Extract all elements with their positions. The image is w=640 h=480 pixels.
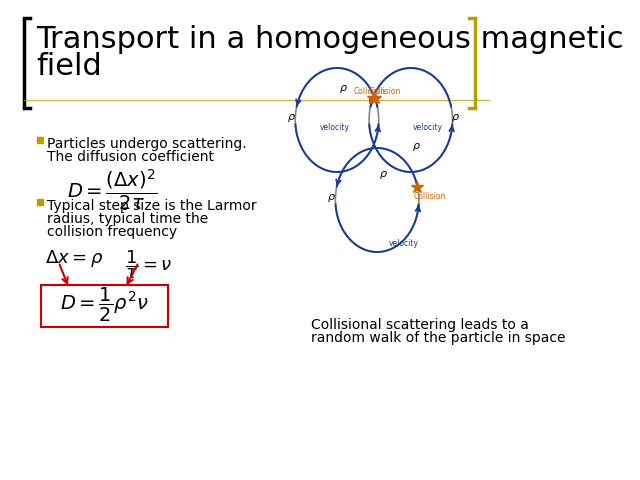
Text: $\rho$: $\rho$ — [379, 168, 388, 180]
Text: Collision: Collision — [354, 87, 387, 96]
Text: Collisional scattering leads to a: Collisional scattering leads to a — [310, 318, 529, 332]
Text: $\rho$: $\rho$ — [327, 192, 336, 204]
Text: $\rho$: $\rho$ — [412, 141, 421, 153]
Text: $D = \dfrac{1}{2}\rho^2\nu$: $D = \dfrac{1}{2}\rho^2\nu$ — [60, 286, 148, 324]
FancyBboxPatch shape — [41, 285, 168, 327]
Text: velocity: velocity — [412, 123, 442, 132]
Text: $\dfrac{1}{\tau} = \nu$: $\dfrac{1}{\tau} = \nu$ — [125, 248, 173, 281]
Text: velocity: velocity — [319, 123, 349, 132]
Text: $\rho$: $\rho$ — [339, 84, 348, 96]
Text: $D = \dfrac{(\Delta x)^2}{2\tau}$: $D = \dfrac{(\Delta x)^2}{2\tau}$ — [67, 167, 157, 212]
Text: $\rho$: $\rho$ — [287, 112, 296, 124]
Text: collision frequency: collision frequency — [47, 225, 177, 239]
Text: radius, typical time the: radius, typical time the — [47, 212, 208, 226]
Text: random walk of the particle in space: random walk of the particle in space — [310, 331, 565, 345]
Text: Collision: Collision — [369, 87, 401, 96]
Text: field: field — [36, 52, 102, 81]
Text: Particles undergo scattering.: Particles undergo scattering. — [47, 137, 246, 151]
Text: Transport in a homogeneous magnetic: Transport in a homogeneous magnetic — [36, 25, 624, 54]
Text: $\Delta x = \rho$: $\Delta x = \rho$ — [45, 248, 103, 269]
Text: The diffusion coefficient: The diffusion coefficient — [47, 150, 214, 164]
Text: $\rho$: $\rho$ — [451, 112, 460, 124]
Text: Typical step size is the Larmor: Typical step size is the Larmor — [47, 199, 256, 213]
Text: velocity: velocity — [388, 239, 419, 248]
Text: Collision: Collision — [413, 192, 446, 201]
